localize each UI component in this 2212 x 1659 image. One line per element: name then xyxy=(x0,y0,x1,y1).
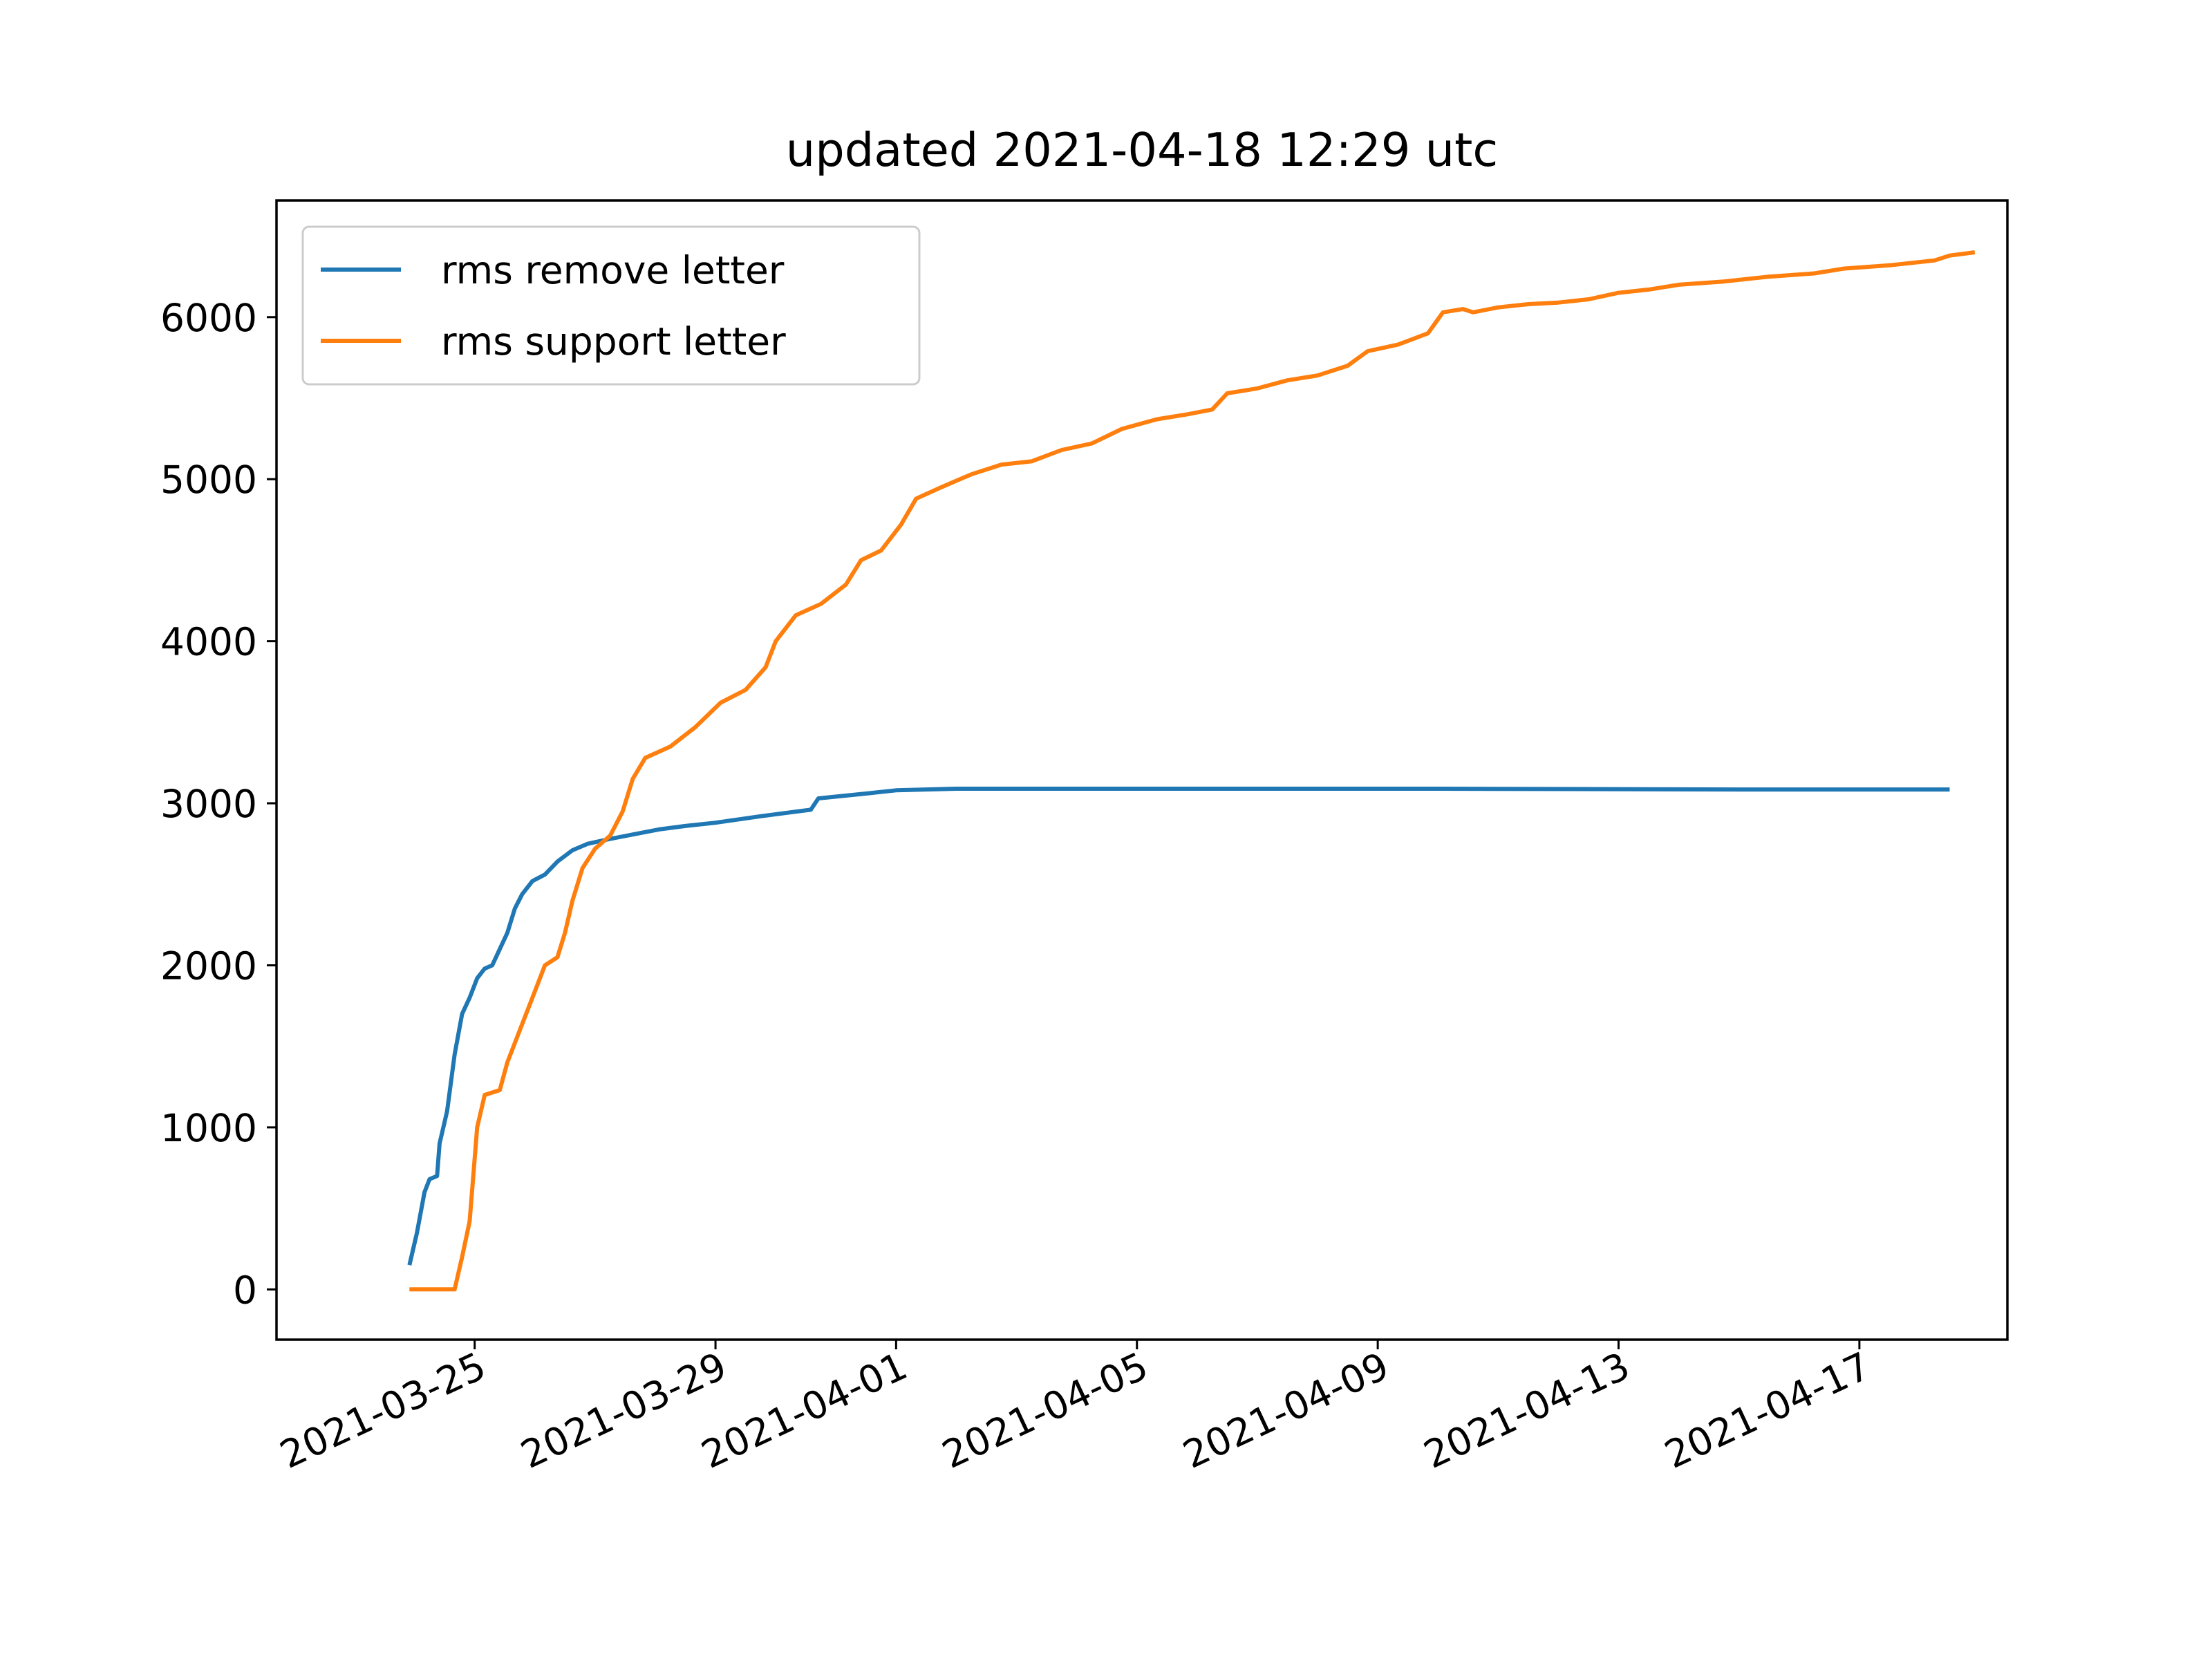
series-line-support xyxy=(409,250,1976,1292)
y-tick-label: 3000 xyxy=(160,782,257,826)
chart-title: updated 2021-04-18 12:29 utc xyxy=(786,123,1499,177)
y-tick-label: 6000 xyxy=(160,296,257,340)
y-tick-label: 2000 xyxy=(160,944,257,988)
axes-frame xyxy=(275,199,2009,1341)
y-tick-label: 0 xyxy=(233,1268,257,1312)
legend-entry: rms support letter xyxy=(441,319,786,364)
y-tick-label: 4000 xyxy=(160,620,257,664)
y-tick-label: 5000 xyxy=(160,458,257,502)
series-line-remove xyxy=(407,787,1950,1266)
y-tick-label: 1000 xyxy=(160,1106,257,1150)
legend-box xyxy=(301,225,921,386)
legend-entry: rms remove letter xyxy=(441,248,785,292)
